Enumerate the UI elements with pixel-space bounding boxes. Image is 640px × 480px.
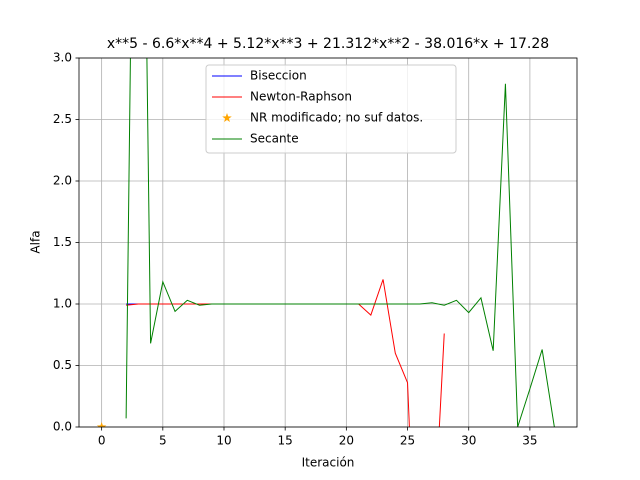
legend-marker — [222, 113, 232, 123]
x-tick-label: 20 — [339, 434, 354, 448]
marker — [96, 422, 107, 427]
y-tick-label: 3.0 — [53, 51, 72, 65]
x-tick-label: 35 — [522, 434, 537, 448]
x-tick-label: 30 — [461, 434, 476, 448]
y-tick-label: 0.0 — [53, 420, 72, 434]
series-line — [125, 58, 555, 427]
x-tick-label: 0 — [98, 434, 106, 448]
y-axis-label: Alfa — [29, 230, 43, 253]
y-tick-label: 2.5 — [53, 112, 72, 126]
y-tick-label: 1.0 — [53, 297, 72, 311]
legend-label: Secante — [250, 132, 299, 146]
x-tick-label: 5 — [159, 434, 167, 448]
legend-label: Biseccion — [250, 69, 307, 83]
x-tick-label: 25 — [400, 434, 415, 448]
y-tick-label: 2.0 — [53, 174, 72, 188]
plot-area — [96, 58, 555, 427]
y-tick-label: 1.5 — [53, 235, 72, 249]
legend-box — [205, 64, 457, 154]
legend-label: Newton-Raphson — [250, 90, 352, 104]
legend-label: NR modificado; no suf datos. — [250, 111, 423, 125]
x-tick-label: 10 — [216, 434, 231, 448]
x-axis-label: Iteración — [302, 456, 355, 470]
y-tick-label: 0.5 — [53, 358, 72, 372]
chart-title: x**5 - 6.6*x**4 + 5.12*x**3 + 21.312*x**… — [107, 36, 549, 52]
axes: 0 5 10 15 20 25 30 35 0.0 0.5 1.0 1.5 2.0 2.5 3.0 — [53, 51, 538, 448]
legend: Biseccion Newton-Raphson NR modificado; no… — [205, 64, 457, 154]
x-tick-label: 15 — [278, 434, 293, 448]
